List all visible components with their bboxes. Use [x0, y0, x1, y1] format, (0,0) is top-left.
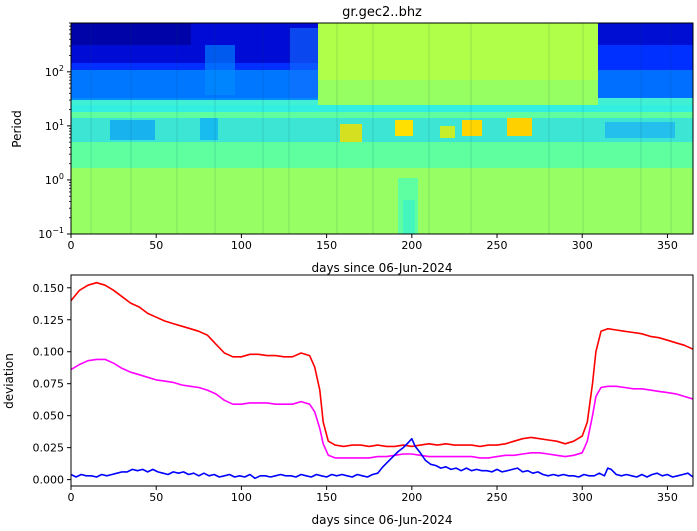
- heatmap-x-tick-label: 0: [68, 239, 75, 252]
- line-y-tick-label: 0.050: [33, 410, 65, 423]
- heatmap-x-tick-label: 350: [657, 239, 678, 252]
- heatmap-x-tick-label: 50: [149, 239, 163, 252]
- heatmap-x-tick-label: 300: [572, 239, 593, 252]
- heatmap-x-tick-label: 250: [487, 239, 508, 252]
- deviation-series-blue: [71, 437, 693, 480]
- deviation-series-magenta: [71, 358, 693, 459]
- line-y-tick-label: 0.025: [33, 442, 65, 455]
- line-x-tick-label: 0: [68, 491, 75, 504]
- heatmap-x-tick-label: 100: [231, 239, 252, 252]
- heatmap-y-tick-label: 101: [45, 118, 64, 133]
- heatmap-y-tick-label: 10−1: [38, 226, 64, 241]
- line-x-tick-label: 250: [487, 491, 508, 504]
- line-x-tick-label: 50: [149, 491, 163, 504]
- heatmap-x-axis-label: days since 06-Jun-2024: [311, 261, 452, 275]
- heatmap-y-axis-label: Period: [10, 110, 24, 147]
- spectrogram-heatmap: [71, 23, 693, 234]
- deviation-series-red: [71, 281, 693, 448]
- line-y-tick-label: 0.150: [33, 282, 65, 295]
- line-y-tick-label: 0.100: [33, 346, 65, 359]
- heatmap-y-tick-label: 102: [45, 64, 64, 79]
- line-y-tick-label: 0.075: [33, 378, 65, 391]
- line-x-tick-label: 300: [572, 491, 593, 504]
- line-x-axis-label: days since 06-Jun-2024: [311, 513, 452, 527]
- heatmap-x-tick-label: 150: [316, 239, 337, 252]
- heatmap-title: gr.gec2..bhz: [342, 5, 422, 20]
- line-x-tick-label: 350: [657, 491, 678, 504]
- line-chart-frame: [70, 274, 694, 487]
- line-x-tick-label: 200: [401, 491, 422, 504]
- heatmap-y-tick-label: 100: [45, 172, 64, 187]
- line-x-tick-label: 150: [316, 491, 337, 504]
- deviation-series-group: [71, 281, 693, 480]
- heatmap-x-tick-label: 200: [401, 239, 422, 252]
- line-y-tick-label: 0.125: [33, 314, 65, 327]
- line-y-tick-label: 0.000: [33, 474, 65, 487]
- line-x-tick-label: 100: [231, 491, 252, 504]
- line-y-axis-label: deviation: [2, 353, 16, 409]
